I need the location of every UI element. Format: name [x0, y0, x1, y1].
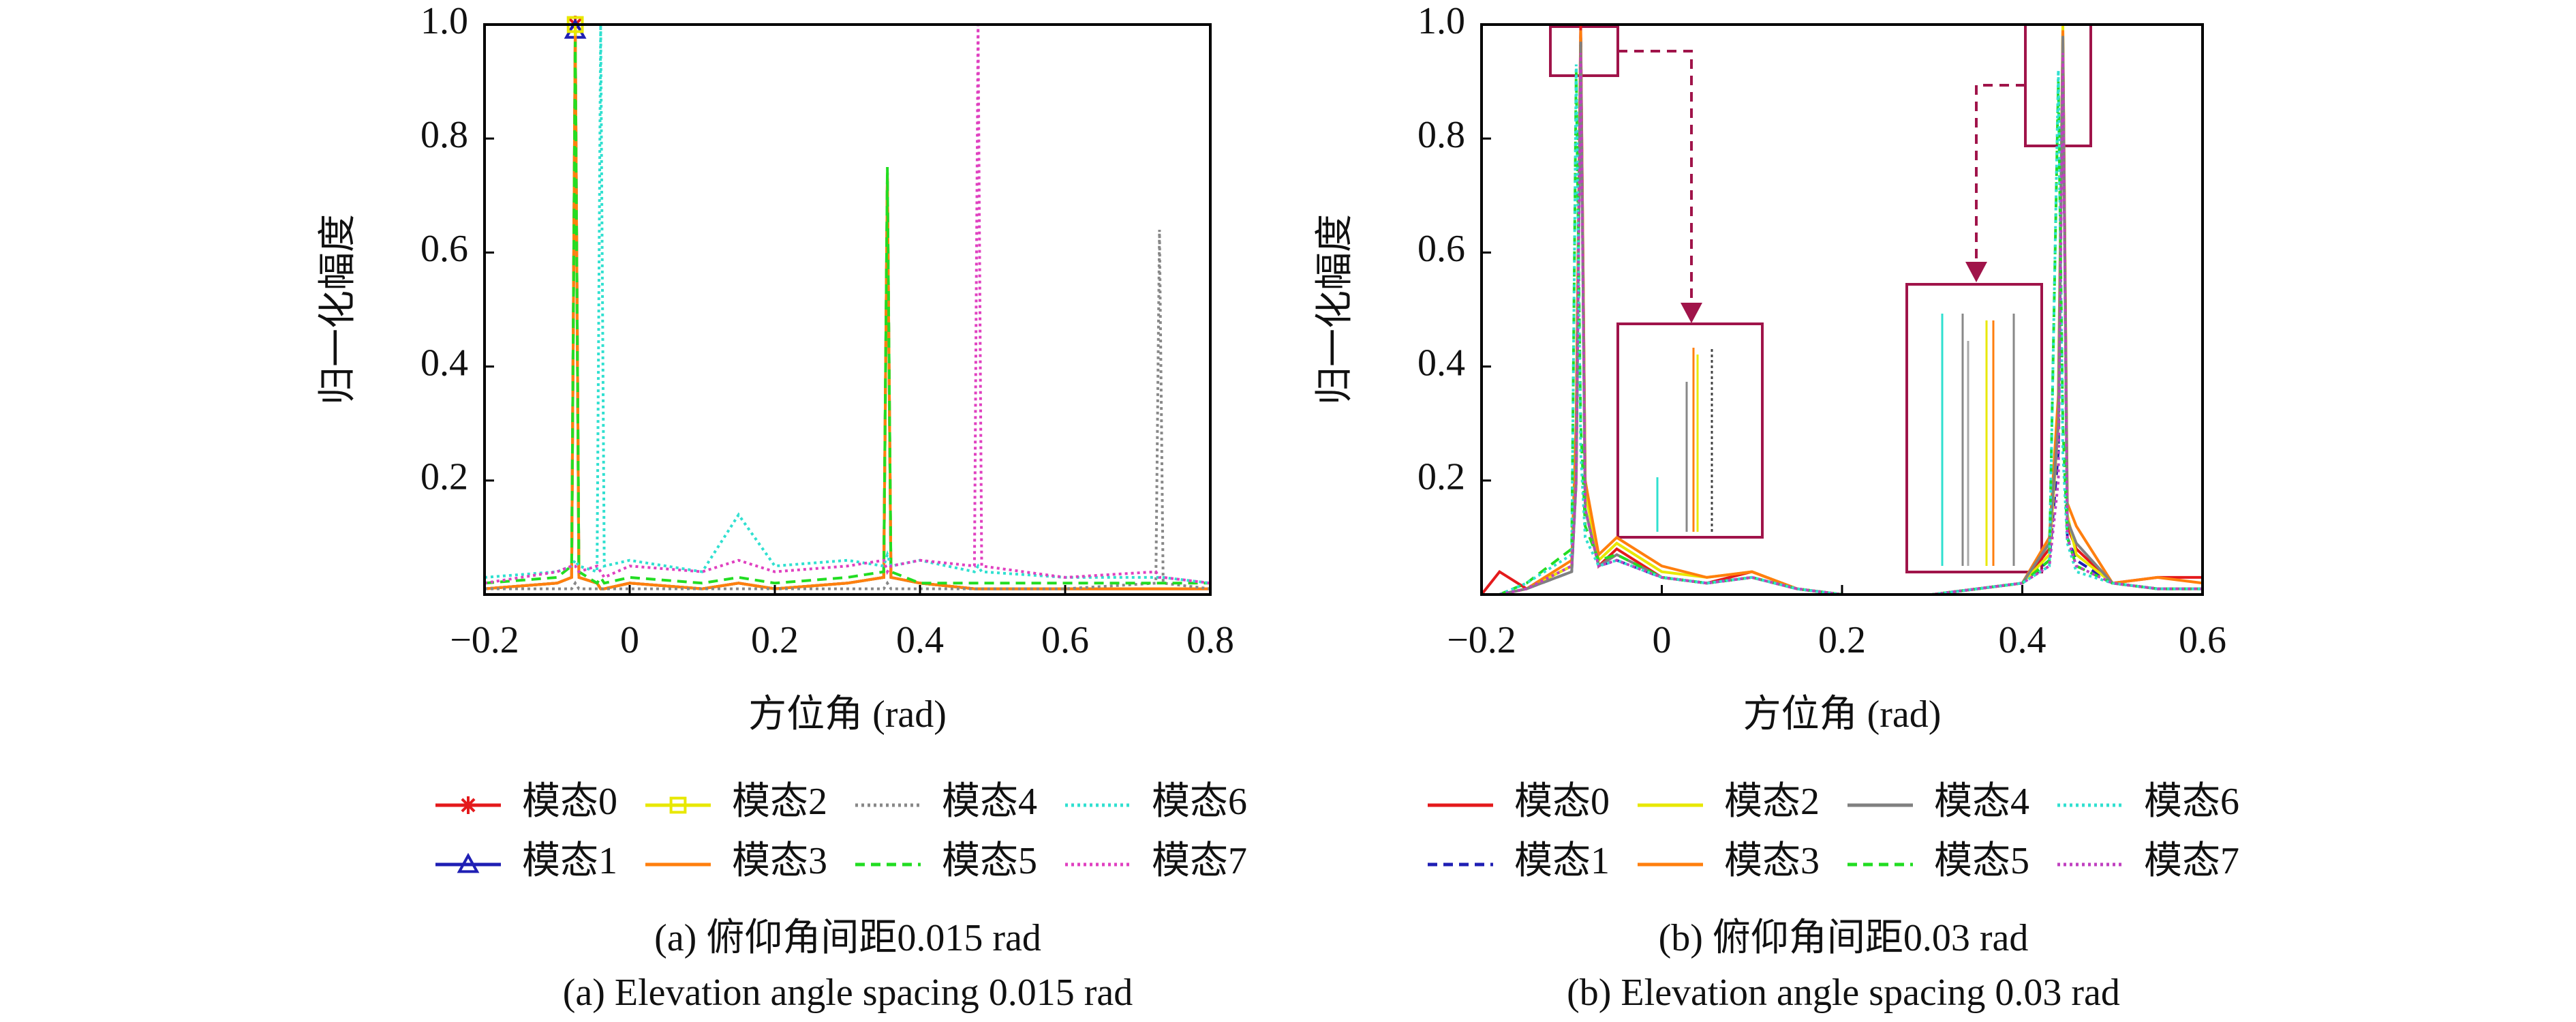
x-tick-label: 0 [1653, 619, 1672, 661]
x-tick-label: −0.2 [1447, 619, 1516, 661]
legend-label: 模态4 [942, 781, 1037, 823]
caption: (b) 俯仰角间距0.03 rad [1659, 917, 2029, 959]
caption-en: (a) Elevation angle spacing 0.015 rad [563, 972, 1133, 1014]
y-axis-label: 归一化幅度 [317, 214, 359, 405]
zoom-arrow [1975, 84, 2025, 266]
series-line [485, 25, 1210, 590]
y-tick-label: 0.2 [1417, 456, 1465, 498]
x-tick-label: 0.4 [896, 619, 944, 661]
zoom-box [1549, 25, 1619, 77]
x-tick-label: 0.2 [1818, 619, 1866, 661]
legend-marker [457, 852, 480, 873]
x-tick-label: 0.8 [1186, 619, 1234, 661]
legend-label: 模态3 [732, 840, 827, 882]
legend-label: 模态2 [732, 781, 827, 823]
plot-frame [483, 23, 1212, 596]
series-line [485, 42, 1210, 586]
y-tick-label: 0.8 [1417, 114, 1465, 156]
x-tick-label: 0.4 [1999, 619, 2046, 661]
peak-marker [566, 16, 584, 33]
inset-lines [1941, 314, 2015, 566]
x-tick-label: −0.2 [450, 619, 519, 661]
series-line [485, 25, 1210, 585]
legend-label: 模态5 [1934, 840, 2029, 882]
series-line [1482, 52, 2203, 595]
zoom-arrow [1618, 50, 1693, 307]
x-tick-label: 0 [620, 619, 639, 661]
legend-label: 模态1 [522, 840, 617, 882]
legend-label: 模态0 [522, 781, 617, 823]
legend-label: 模态7 [2144, 840, 2239, 882]
y-tick-label: 0.6 [1417, 228, 1465, 270]
series-line [485, 25, 1210, 585]
legend-marker [459, 796, 477, 814]
x-axis-label: 方位角 (rad) [748, 693, 947, 736]
series-line [1482, 64, 2203, 595]
x-axis-label: 方位角 (rad) [1743, 693, 1942, 736]
y-tick-label: 1.0 [1417, 0, 1465, 42]
legend-label: 模态6 [2144, 781, 2239, 823]
y-tick-label: 0.4 [1417, 342, 1465, 384]
arrow-head [1681, 303, 1702, 323]
series-line [485, 229, 1210, 590]
legend-label: 模态4 [1934, 781, 2029, 823]
series-line [485, 30, 1210, 590]
inset-lines [1656, 348, 1713, 532]
y-tick-label: 0.2 [420, 456, 468, 498]
inset-box [1905, 283, 2043, 573]
series-line [1482, 30, 2203, 595]
y-tick-label: 1.0 [420, 0, 468, 42]
y-tick-label: 0.6 [420, 228, 468, 270]
caption-en: (b) Elevation angle spacing 0.03 rad [1567, 972, 2120, 1014]
y-tick-label: 0.4 [420, 342, 468, 384]
x-tick-label: 0.6 [2179, 619, 2226, 661]
legend-label: 模态7 [1152, 840, 1247, 882]
legend-label: 模态5 [942, 840, 1037, 882]
y-tick-label: 0.8 [420, 114, 468, 156]
x-tick-label: 0.6 [1041, 619, 1089, 661]
legend-label: 模态2 [1724, 781, 1820, 823]
zoom-annotations [1549, 23, 2092, 573]
legend-label: 模态0 [1514, 781, 1610, 823]
legend-label: 模态6 [1152, 781, 1247, 823]
arrow-head [1965, 262, 1987, 282]
series-line [485, 35, 1210, 590]
y-axis-label: 归一化幅度 [1314, 214, 1356, 405]
caption: (a) 俯仰角间距0.015 rad [654, 917, 1041, 959]
series-line [485, 25, 1210, 590]
x-tick-label: 0.2 [751, 619, 799, 661]
inset-box [1616, 322, 1764, 539]
legend-label: 模态3 [1724, 840, 1820, 882]
legend-marker [669, 796, 687, 814]
legend-label: 模态1 [1514, 840, 1610, 882]
